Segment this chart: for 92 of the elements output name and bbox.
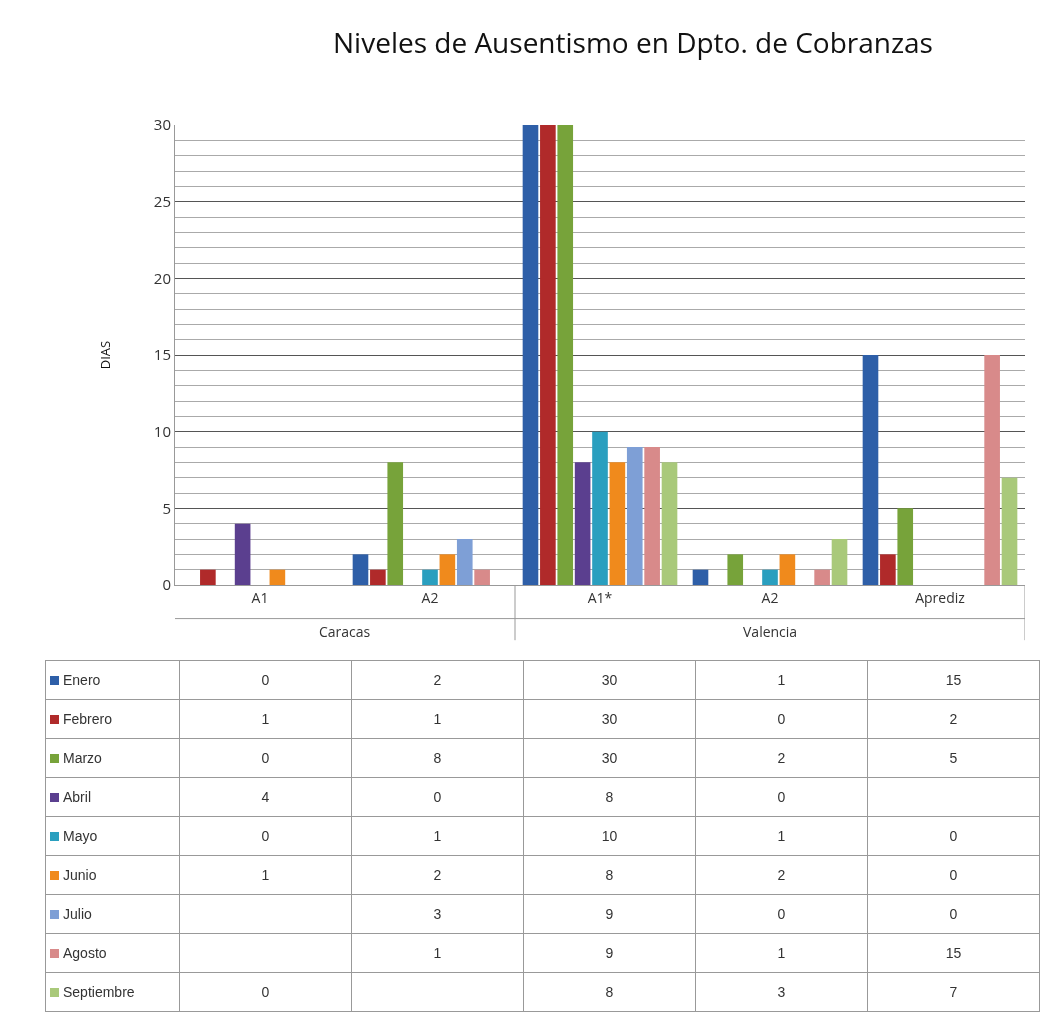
data-label: 30 (523, 660, 696, 700)
legend-label: Abril (63, 789, 92, 805)
bar (557, 125, 574, 585)
bar (522, 125, 539, 585)
bar (644, 447, 660, 585)
chart-title: Niveles de Ausentismo en Dpto. de Cobranzas (333, 22, 933, 61)
legend-label: Mayo (63, 828, 98, 844)
x-tick-label: A2 (761, 587, 779, 607)
data-label: 8 (523, 777, 696, 817)
y-tick-label: 25 (153, 190, 171, 211)
bar (779, 554, 796, 585)
data-label: 2 (867, 699, 1040, 739)
legend-label: Junio (63, 867, 97, 883)
data-label: 1 (179, 699, 352, 739)
data-label: 9 (523, 894, 696, 934)
y-tick-label: 5 (162, 497, 171, 518)
bar (269, 569, 286, 585)
y-tick-label: 20 (153, 267, 171, 288)
bar (661, 462, 678, 585)
bar (422, 569, 438, 585)
data-label: 0 (695, 699, 868, 739)
bar (387, 462, 404, 585)
data-label: 2 (695, 855, 868, 895)
bar (370, 569, 386, 585)
legend-label: Agosto (63, 945, 107, 961)
bar (200, 569, 216, 585)
legend-label: Marzo (63, 750, 102, 766)
legend-label: Enero (63, 672, 101, 688)
bar (831, 539, 848, 585)
data-label: 0 (867, 894, 1040, 934)
bar (574, 462, 591, 585)
text: Caracas (319, 622, 371, 641)
legend-label: Febrero (63, 711, 113, 727)
data-label: 9 (523, 933, 696, 973)
data-label: 30 (523, 699, 696, 739)
data-label: 1 (351, 699, 524, 739)
data-label: 10 (523, 816, 696, 856)
data-label: 15 (867, 933, 1040, 973)
bar (592, 431, 608, 585)
bar (234, 523, 251, 585)
data-label: 1 (351, 933, 524, 973)
data-label: 30 (523, 738, 696, 778)
x-tick-label: Aprediz (915, 587, 966, 607)
data-label: 0 (695, 777, 868, 817)
legend-label: Julio (63, 906, 92, 922)
data-label: 8 (351, 738, 524, 778)
bar (984, 355, 1000, 585)
bar (862, 355, 879, 585)
x-tick-label: A2 (421, 587, 439, 607)
data-label: 2 (695, 738, 868, 778)
data-label: 0 (867, 816, 1040, 856)
data-label: 8 (523, 972, 696, 1012)
data-label: 4 (179, 777, 352, 817)
data-label: 0 (351, 777, 524, 817)
data-label: 0 (867, 855, 1040, 895)
bar (352, 554, 369, 585)
data-label: 3 (695, 972, 868, 1012)
bar (897, 508, 914, 585)
data-label: 2 (351, 855, 524, 895)
data-label: 0 (695, 894, 868, 934)
bar (762, 569, 778, 585)
y-tick-label: 10 (153, 420, 171, 441)
bar (1001, 477, 1018, 585)
y-tick-label: 15 (153, 344, 171, 365)
data-label: 2 (351, 660, 524, 700)
y-tick-label: 30 (153, 114, 171, 135)
bar (456, 539, 473, 585)
data-label: 1 (695, 933, 868, 973)
text: Valencia (743, 622, 798, 641)
bar (814, 569, 830, 585)
data-label: 5 (867, 738, 1040, 778)
x-tick-label: A1* (587, 587, 613, 607)
bar (626, 447, 643, 585)
data-label: 7 (867, 972, 1040, 1012)
legend-label: Septiembre (63, 984, 135, 1000)
data-label: 1 (695, 816, 868, 856)
bar (540, 125, 556, 585)
data-label: 3 (351, 894, 524, 934)
data-label: 8 (523, 855, 696, 895)
bar (439, 554, 456, 585)
bar (880, 554, 896, 585)
y-axis-title: DIAS (95, 340, 114, 370)
data-label: 1 (179, 855, 352, 895)
data-label: 1 (351, 816, 524, 856)
bar (727, 554, 744, 585)
data-label: 15 (867, 660, 1040, 700)
x-tick-label: A1 (251, 587, 269, 607)
bar (692, 569, 709, 585)
bar (609, 462, 626, 585)
bar (474, 569, 490, 585)
y-tick-label: 0 (162, 574, 171, 595)
data-label: 1 (695, 660, 868, 700)
